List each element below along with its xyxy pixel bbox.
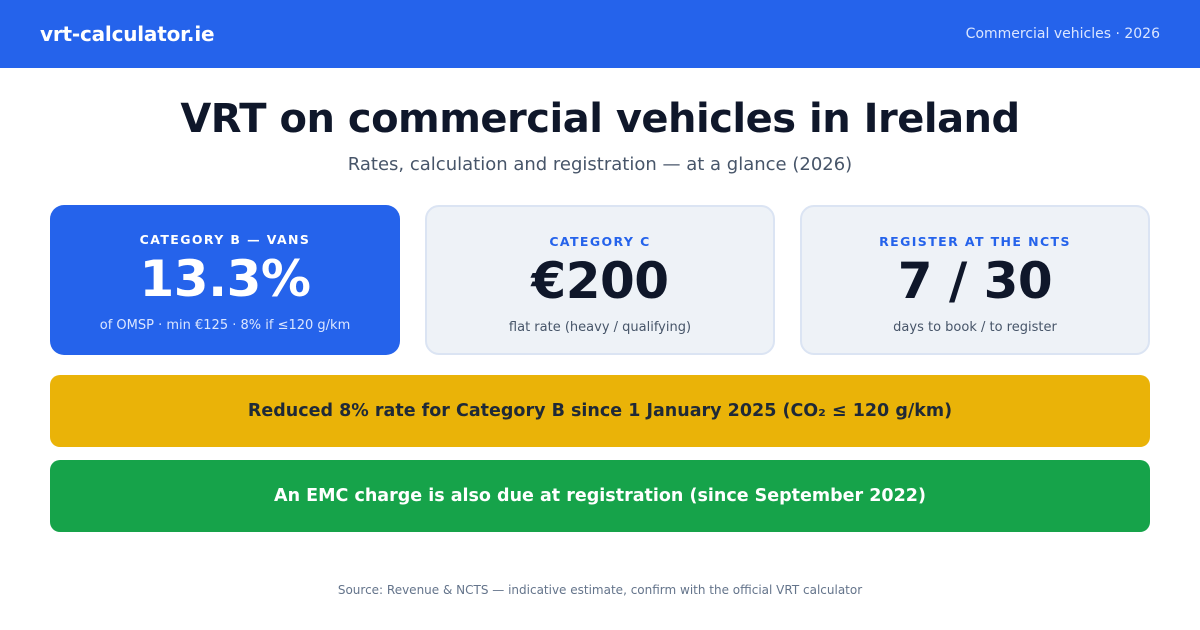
card-note: flat rate (heavy / qualifying) bbox=[508, 319, 692, 335]
top-bar: vrt-calculator.ie Commercial vehicles · … bbox=[0, 0, 1200, 68]
card-ncts-registration: REGISTER AT THE NCTS 7 / 30 days to book… bbox=[800, 205, 1150, 355]
card-value: €200 bbox=[531, 252, 669, 310]
card-label: CATEGORY B — VANS bbox=[139, 232, 311, 247]
card-value: 13.3% bbox=[139, 250, 311, 308]
card-label: REGISTER AT THE NCTS bbox=[879, 234, 1071, 249]
card-category-b: CATEGORY B — VANS 13.3% of OMSP · min €1… bbox=[50, 205, 400, 355]
source-note: Source: Revenue & NCTS — indicative esti… bbox=[337, 583, 863, 597]
page-subtitle: Rates, calculation and registration — at… bbox=[347, 154, 853, 175]
card-category-c: CATEGORY C €200 flat rate (heavy / quali… bbox=[425, 205, 775, 355]
card-value: 7 / 30 bbox=[897, 252, 1053, 310]
card-label: CATEGORY C bbox=[549, 234, 651, 249]
card-note: days to book / to register bbox=[893, 319, 1057, 335]
site-brand[interactable]: vrt-calculator.ie bbox=[40, 22, 215, 46]
emc-charge-banner: An EMC charge is also due at registratio… bbox=[50, 460, 1150, 532]
page-title: VRT on commercial vehicles in Ireland bbox=[180, 96, 1020, 142]
reduced-rate-banner: Reduced 8% rate for Category B since 1 J… bbox=[50, 375, 1150, 447]
card-note: of OMSP · min €125 · 8% if ≤120 g/km bbox=[99, 317, 351, 333]
header-tagline: Commercial vehicles · 2026 bbox=[965, 26, 1160, 42]
